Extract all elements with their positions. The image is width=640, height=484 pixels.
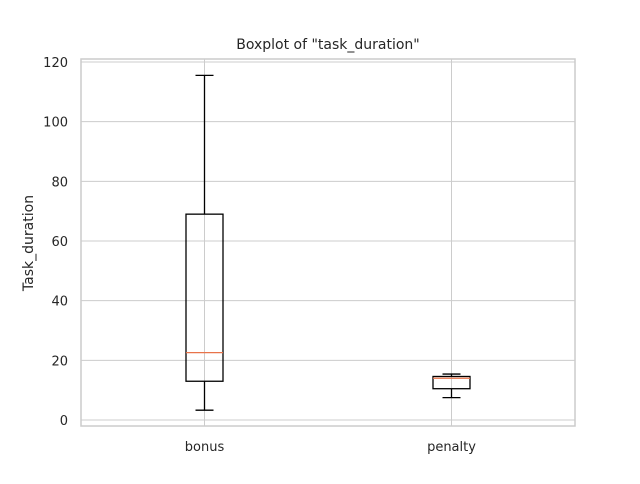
- y-tick-label: 60: [51, 235, 68, 250]
- y-tick-label: 80: [51, 175, 68, 190]
- x-tick-label: penalty: [427, 440, 476, 455]
- box-penalty: [432, 373, 471, 399]
- y-tick-label: 100: [43, 116, 68, 131]
- grid-layer: [81, 59, 575, 426]
- box-rect: [185, 213, 224, 382]
- y-tick-label: 0: [60, 414, 68, 429]
- tick-layer: 0 20 40 60 80 100 120 bonus penalty: [43, 56, 476, 455]
- box-layer: [185, 74, 471, 411]
- y-tick-label: 20: [51, 354, 68, 369]
- chart-title: Boxplot of "task_duration": [236, 37, 420, 53]
- box-bonus: [185, 74, 224, 411]
- x-tick-label: bonus: [185, 440, 225, 455]
- y-tick-label: 120: [43, 56, 68, 71]
- y-axis-label: Task_duration: [21, 195, 37, 292]
- plot-frame: [80, 58, 576, 427]
- box-rect: [432, 375, 471, 390]
- y-tick-label: 40: [51, 295, 68, 310]
